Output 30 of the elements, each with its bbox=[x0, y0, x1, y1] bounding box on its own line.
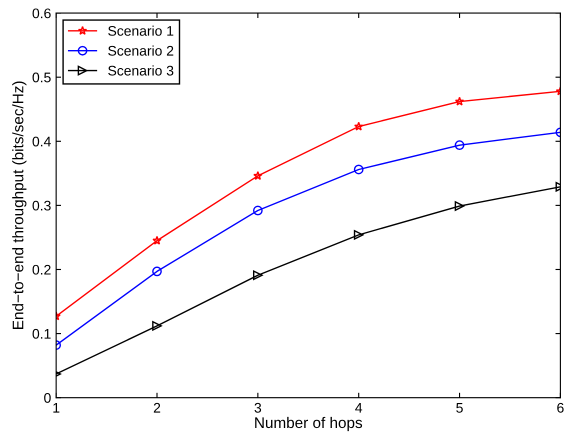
point bbox=[252, 270, 263, 280]
y-tick-label: 0.1 bbox=[32, 328, 51, 339]
point bbox=[152, 321, 162, 331]
x-tick-label: 5 bbox=[456, 403, 463, 413]
x-tick-label: 2 bbox=[154, 402, 160, 413]
point bbox=[454, 201, 464, 211]
point bbox=[354, 122, 364, 131]
x-tick-label: 4 bbox=[355, 403, 362, 413]
point bbox=[252, 206, 263, 216]
point bbox=[152, 236, 162, 245]
point bbox=[253, 171, 263, 180]
point bbox=[454, 96, 464, 106]
legend-label: Scenario 1 bbox=[108, 26, 174, 36]
point bbox=[354, 230, 364, 240]
y-tick-label: 0.3 bbox=[32, 200, 51, 211]
x-tick-label: 6 bbox=[557, 402, 564, 413]
y-tick-label: 0.2 bbox=[32, 264, 51, 275]
x-tick-label: 1 bbox=[53, 403, 60, 413]
point bbox=[152, 266, 162, 276]
point bbox=[354, 164, 364, 174]
y-axis-title: End−to−end throughput (bits/sec/Hz) bbox=[12, 81, 26, 329]
y-tick-label: 0.5 bbox=[32, 72, 51, 82]
legend-label: Scenario 3 bbox=[108, 65, 174, 76]
x-axis-title: Number of hops bbox=[255, 416, 362, 432]
y-tick-label: 0 bbox=[44, 393, 51, 403]
y-tick-label: 0.4 bbox=[32, 136, 51, 146]
point bbox=[454, 140, 464, 150]
y-tick-label: 0.6 bbox=[32, 8, 51, 18]
legend-label: Scenario 2 bbox=[108, 46, 174, 56]
x-tick-label: 3 bbox=[254, 402, 262, 413]
